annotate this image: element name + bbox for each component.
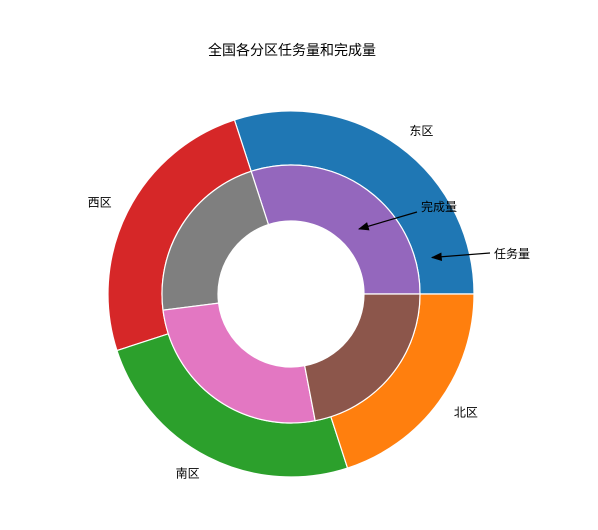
annotation-complete-label: 完成量 — [421, 199, 457, 214]
chart-title: 全国各分区任务量和完成量 — [208, 42, 376, 59]
outer-label-4: 北区 — [454, 405, 478, 419]
outer-label-2: 西区 — [88, 196, 112, 210]
inner-wedge-3 — [162, 302, 316, 424]
outer-ring — [107, 110, 475, 478]
inner-wedge-4 — [303, 293, 421, 422]
annotation-task-arrow — [430, 252, 491, 262]
outer-label-3: 南区 — [176, 465, 200, 480]
annotation-task: 任务量 — [430, 246, 530, 262]
outer-label-1: 东区 — [409, 124, 433, 138]
inner-ring — [161, 164, 421, 424]
inner-wedge-1 — [250, 164, 421, 295]
annotation-task-label: 任务量 — [494, 246, 530, 261]
annotation-complete: 完成量 — [357, 199, 457, 231]
annotation-complete-arrow — [357, 211, 418, 231]
